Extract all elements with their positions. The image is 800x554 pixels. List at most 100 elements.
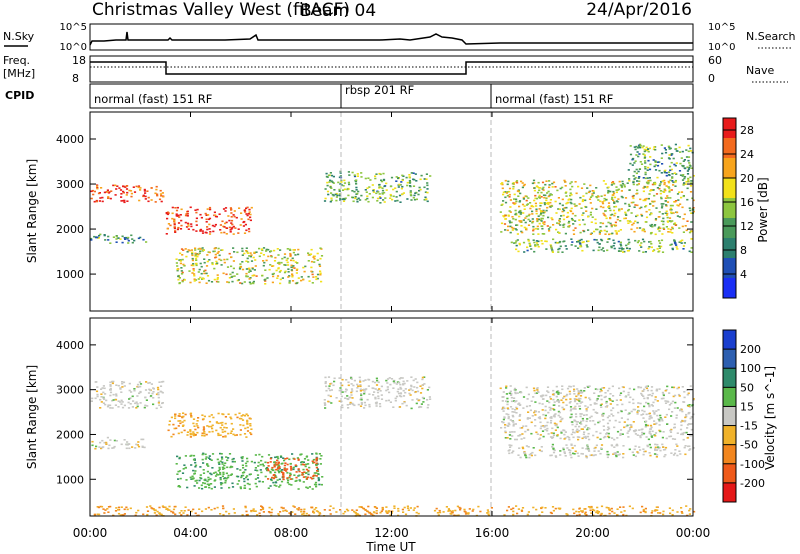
echo-cell-band-6 <box>662 203 665 205</box>
echo-cell-band-8 <box>617 454 620 456</box>
echo-cell-band-4 <box>303 458 307 460</box>
echo-cell-band-7 <box>542 435 545 438</box>
echo-cell-band-4 <box>243 484 246 487</box>
echo-cell-band-4 <box>203 258 206 260</box>
echo-cell-band-1 <box>150 187 153 189</box>
echo-cell-band-2 <box>113 445 116 448</box>
date-label: 24/Apr/2016 <box>586 0 692 20</box>
echo-cell-band-6 <box>415 402 418 405</box>
echo-cell-band-7 <box>579 390 582 393</box>
echo-cell-band-7 <box>514 423 517 425</box>
power-colorbar-swatch <box>723 158 736 179</box>
echo-cell-band-9 <box>160 514 163 517</box>
echo-cell-band-5 <box>347 171 350 173</box>
echo-cell-band-6 <box>568 224 571 227</box>
echo-cell-band-7 <box>686 424 690 426</box>
echo-cell-band-7 <box>592 408 595 411</box>
echo-cell-band-9 <box>459 507 462 510</box>
echo-cell-band-4 <box>250 254 253 256</box>
echo-cell-band-4 <box>253 269 256 271</box>
echo-cell-band-7 <box>671 400 674 403</box>
echo-cell-band-7 <box>581 401 584 403</box>
echo-cell-band-4 <box>288 280 291 282</box>
echo-cell-band-7 <box>640 414 643 416</box>
echo-cell-band-4 <box>208 486 211 489</box>
echo-cell-band-3 <box>223 231 226 234</box>
power-colorbar-swatch <box>723 118 736 139</box>
echo-cell-band-2 <box>100 447 103 450</box>
echo-cell-band-6 <box>638 180 641 183</box>
echo-cell-band-6 <box>677 204 680 207</box>
power-colorbar-swatch <box>723 238 736 259</box>
echo-cell-band-7 <box>661 436 664 439</box>
echo-cell-band-8 <box>654 169 658 171</box>
echo-cell-band-7 <box>585 244 588 246</box>
echo-cell-band-4 <box>213 486 216 488</box>
echo-cell-band-1 <box>115 393 118 395</box>
echo-cell-band-7 <box>629 396 632 399</box>
echo-cell-band-3 <box>169 224 172 227</box>
echo-cell-band-6 <box>392 387 395 389</box>
echo-cell-band-3 <box>182 424 185 427</box>
echo-cell-band-7 <box>510 392 513 395</box>
echo-cell-band-3 <box>206 208 209 210</box>
echo-cell-band-1 <box>143 406 146 409</box>
echo-cell-band-6 <box>547 195 550 198</box>
echo-cell-band-5 <box>371 196 374 199</box>
echo-cell-band-4 <box>258 247 261 250</box>
echo-cell-band-4 <box>224 481 227 484</box>
echo-cell-band-9 <box>517 508 520 510</box>
echo-cell-band-9 <box>693 510 696 513</box>
echo-cell-band-8 <box>635 154 638 156</box>
echo-cell-band-1 <box>136 403 139 405</box>
echo-cell-band-4 <box>245 465 248 467</box>
echo-cell-band-9 <box>120 506 123 508</box>
echo-cell-band-7 <box>605 402 608 404</box>
echo-cell-band-7 <box>561 385 564 387</box>
echo-cell-band-8 <box>685 156 689 158</box>
echo-cell-band-6 <box>507 225 510 228</box>
echo-cell-band-4 <box>243 480 246 483</box>
echo-cell-band-3 <box>230 216 233 218</box>
echo-cell-band-7 <box>585 410 588 412</box>
echo-cell-band-5 <box>354 197 357 200</box>
echo-cell-band-6 <box>386 388 389 391</box>
echo-cell-band-4 <box>293 474 296 476</box>
echo-cell-band-7 <box>556 399 560 401</box>
echo-cell-band-5 <box>283 467 286 470</box>
echo-cell-band-7 <box>619 434 622 436</box>
echo-cell-band-7 <box>580 389 583 392</box>
echo-cell-band-7 <box>569 398 572 400</box>
echo-cell-band-7 <box>533 411 536 414</box>
echo-cell-band-3 <box>240 415 243 417</box>
echo-cell-band-1 <box>156 193 159 196</box>
echo-cell-band-5 <box>397 186 400 188</box>
echo-cell-band-9 <box>512 507 515 510</box>
echo-cell-band-4 <box>178 470 182 472</box>
echo-cell-band-7 <box>610 409 613 412</box>
echo-cell-band-9 <box>232 508 235 510</box>
echo-cell-band-4 <box>201 247 204 249</box>
echo-cell-band-7 <box>598 246 601 249</box>
echo-cell-band-3 <box>223 226 226 228</box>
echo-cell-band-1 <box>91 397 94 400</box>
echo-cell-band-6 <box>612 199 615 201</box>
echo-cell-band-6 <box>676 204 679 206</box>
echo-cell-band-8 <box>674 164 677 167</box>
echo-cell-band-7 <box>581 428 584 430</box>
echo-cell-band-6 <box>678 227 681 229</box>
echo-cell-band-7 <box>518 242 521 245</box>
echo-cell-band-4 <box>317 478 321 481</box>
echo-cell-band-6 <box>578 219 581 221</box>
echo-cell-band-1 <box>142 195 145 198</box>
echo-cell-band-6 <box>428 386 431 389</box>
echo-cell-band-9 <box>151 507 154 510</box>
echo-cell-band-7 <box>542 394 545 397</box>
echo-cell-band-6 <box>674 185 677 187</box>
echo-cell-band-7 <box>658 388 661 390</box>
echo-cell-band-3 <box>222 413 225 416</box>
echo-cell-band-5 <box>266 468 269 470</box>
echo-cell-band-6 <box>347 381 350 384</box>
echo-cell-band-3 <box>186 210 189 213</box>
echo-cell-band-4 <box>274 256 277 259</box>
